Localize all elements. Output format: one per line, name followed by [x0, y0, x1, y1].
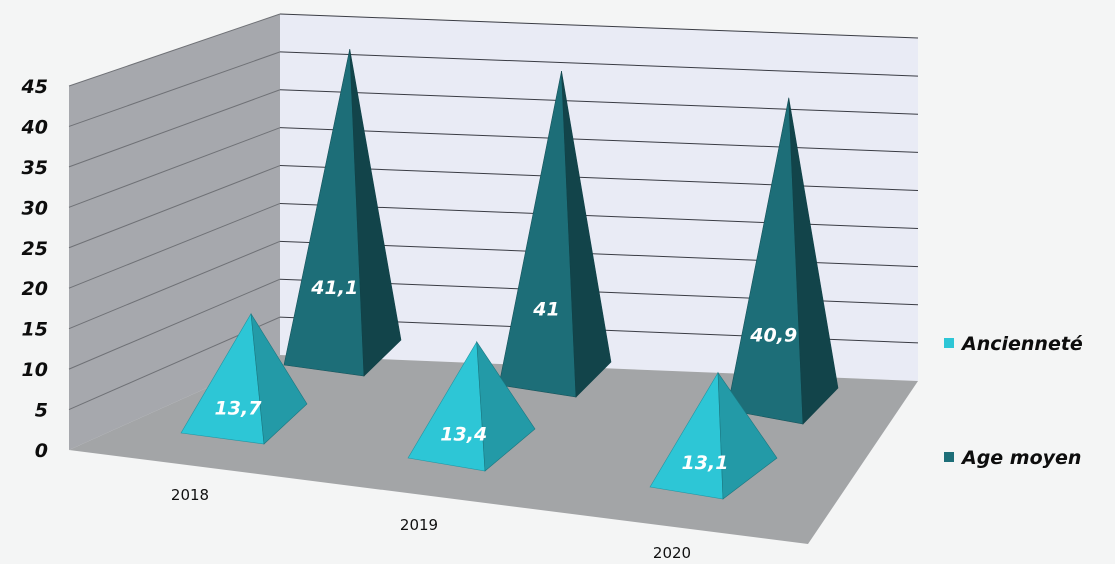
gridline-back-wall: [279, 202, 919, 230]
data-label: 13,7: [215, 397, 263, 419]
gridline-back-wall: [279, 165, 919, 191]
gridlines: [68, 13, 919, 411]
y-tick-label: 25: [22, 238, 48, 260]
left-wall: [69, 14, 280, 450]
gridline-back-wall: [279, 13, 919, 39]
pyramid-anciennete-2018: [180, 312, 308, 445]
y-axis-ticks: 0 5 10 15 20 25 30 35 40 45: [21, 76, 48, 462]
data-label: 40,9: [749, 324, 797, 346]
pyramid-face-side: [788, 97, 839, 425]
gridline-left-wall: [68, 127, 281, 208]
gridline-back-wall: [279, 89, 919, 115]
legend-label: Age moyen: [960, 447, 1081, 469]
x-category-label: 2019: [400, 516, 438, 534]
gridline-back-wall: [279, 127, 919, 153]
y-tick-label: 15: [22, 319, 48, 341]
pyramid-face-side: [349, 49, 402, 377]
gridline-back-wall: [279, 51, 919, 77]
pyramid-face-side: [476, 340, 536, 472]
data-label: 41,1: [310, 277, 358, 299]
gridline-left-wall: [68, 89, 281, 168]
pyramid-face-side: [717, 371, 778, 500]
gridline-left-wall: [68, 51, 281, 127]
pyramid-age-moyen-2019: [498, 70, 612, 398]
y-tick-label: 20: [22, 278, 48, 300]
gridline-left-wall: [68, 240, 281, 330]
gridline-left-wall: [68, 165, 281, 249]
pyramid-anciennete-2019: [407, 340, 536, 472]
pyramid-face-side: [250, 313, 308, 445]
legend-swatch: [944, 452, 954, 462]
y-tick-label: 40: [21, 116, 48, 138]
data-label: 13,1: [682, 452, 729, 474]
legend-swatch: [944, 338, 954, 348]
data-label: 41: [532, 298, 559, 320]
y-tick-label: 10: [22, 359, 48, 381]
x-category-label: 2018: [171, 486, 209, 504]
pyramid-anciennete-2020: [649, 371, 778, 500]
y-tick-label: 5: [35, 400, 48, 422]
pyramid-face-side: [561, 70, 612, 398]
pyramid-age-moyen-2020: [726, 97, 839, 425]
y-tick-label: 45: [21, 76, 48, 98]
gridline-left-wall: [68, 278, 281, 370]
gridline-left-wall: [68, 13, 281, 87]
pyramid-age-moyen-2018: [283, 48, 402, 377]
chart-marks: [180, 48, 839, 500]
x-axis-categories: 2018 2019 2020: [171, 486, 691, 562]
gridline-left-wall: [68, 202, 281, 289]
legend: Ancienneté Age moyen: [944, 333, 1083, 469]
y-tick-label: 30: [22, 197, 48, 219]
data-labels: 41,1 41 40,9 13,7 13,4 13,1: [215, 277, 798, 474]
y-tick-label: 0: [35, 440, 48, 462]
y-tick-label: 35: [22, 157, 48, 179]
legend-label: Ancienneté: [960, 333, 1083, 355]
data-label: 13,4: [440, 423, 487, 445]
x-category-label: 2020: [653, 544, 691, 562]
